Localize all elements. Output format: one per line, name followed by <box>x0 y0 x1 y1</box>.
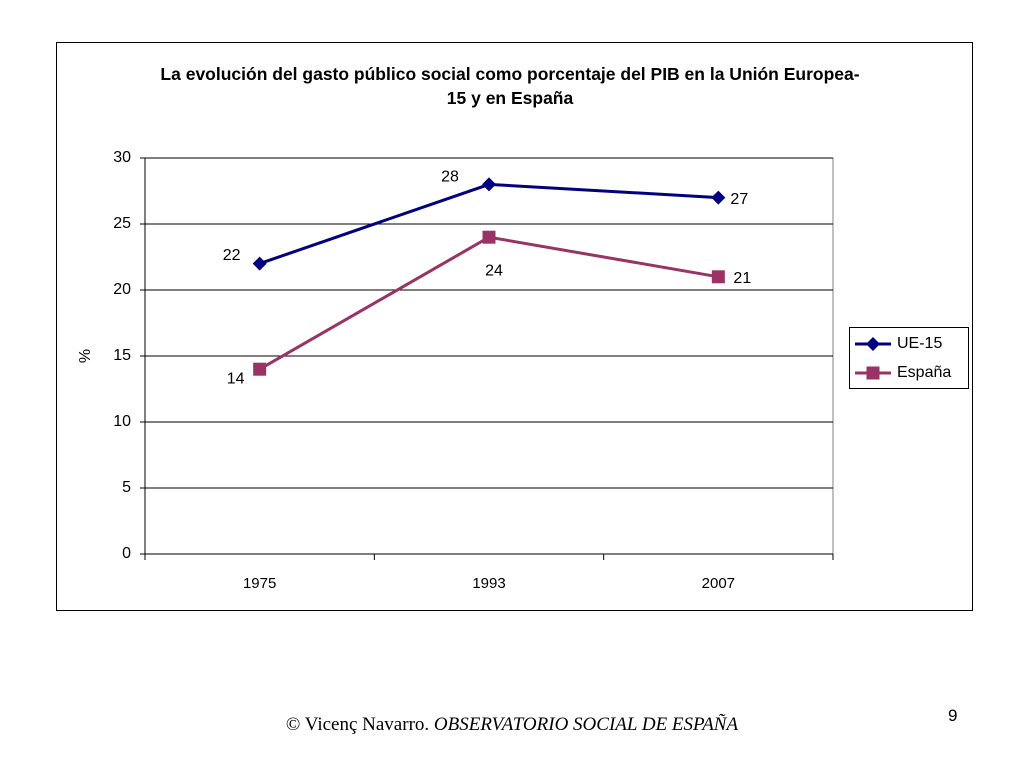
data-label: 22 <box>223 247 241 264</box>
x-tick-label: 1975 <box>243 575 276 592</box>
x-tick-label: 1993 <box>472 575 505 592</box>
data-label: 28 <box>441 169 459 186</box>
legend-label: UE-15 <box>897 335 942 352</box>
data-point <box>482 230 496 244</box>
y-tick-label: 0 <box>122 545 131 562</box>
x-tick-label: 2007 <box>702 575 735 592</box>
data-label: 27 <box>730 191 748 208</box>
y-tick-label: 20 <box>113 281 131 298</box>
page-number: 9 <box>948 706 958 725</box>
footer-author: © Vicenç Navarro. <box>285 714 430 735</box>
data-point <box>711 270 725 284</box>
chart-title: La evolución del gasto público social co… <box>160 64 860 108</box>
legend-label: España <box>897 364 951 381</box>
y-axis-label: % <box>77 349 94 363</box>
footer: © Vicenç Navarro. OBSERVATORIO SOCIAL DE… <box>0 714 1024 736</box>
footer-source: OBSERVATORIO SOCIAL DE ESPAÑA <box>433 714 739 735</box>
legend-marker <box>866 366 880 380</box>
data-point <box>482 177 496 192</box>
data-label: 14 <box>227 370 245 387</box>
data-point <box>252 256 267 271</box>
data-point <box>711 190 726 205</box>
legend-marker <box>866 337 880 351</box>
chart-frame <box>56 42 973 611</box>
data-label: 24 <box>485 262 503 279</box>
data-point <box>253 362 267 376</box>
y-tick-label: 25 <box>113 215 131 232</box>
data-label: 21 <box>733 270 751 287</box>
y-tick-label: 15 <box>113 347 131 364</box>
y-tick-label: 30 <box>113 149 131 166</box>
y-tick-label: 5 <box>122 479 131 496</box>
y-tick-label: 10 <box>113 413 131 430</box>
